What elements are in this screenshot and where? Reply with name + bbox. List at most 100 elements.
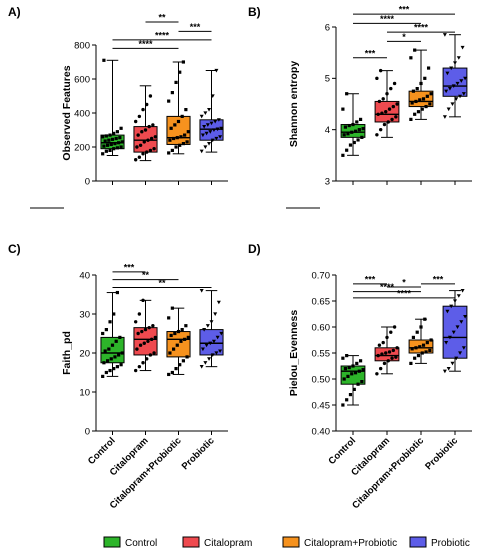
x-tick-label: Control — [86, 435, 118, 467]
data-point — [358, 117, 363, 121]
data-point — [378, 127, 383, 132]
data-point — [152, 147, 156, 151]
data-point — [346, 374, 350, 378]
data-point — [376, 353, 380, 358]
data-point — [420, 351, 424, 355]
data-point — [183, 133, 187, 137]
data-point — [384, 351, 388, 355]
data-point — [143, 327, 148, 332]
data-point — [102, 361, 106, 365]
data-point — [421, 343, 426, 347]
legend-item: Citalopram+Probiotic — [282, 536, 397, 549]
data-point — [357, 128, 361, 132]
data-point — [142, 341, 146, 345]
data-point — [168, 138, 172, 142]
data-point — [167, 151, 171, 155]
data-point — [176, 329, 181, 334]
box-citalopram-probiotic — [166, 60, 191, 155]
data-point — [360, 135, 364, 139]
y-tick-label: 0.60 — [312, 322, 331, 333]
data-point — [184, 324, 188, 328]
data-point — [173, 331, 177, 336]
legend: Control Citalopram Citalopram+Probiotic Pro… — [103, 536, 470, 549]
data-point — [410, 347, 414, 351]
data-point — [180, 328, 184, 332]
data-point — [420, 107, 424, 111]
y-axis-label: Shannon entropy — [288, 61, 300, 147]
data-point — [341, 153, 345, 157]
data-point — [380, 111, 384, 115]
y-tick-label: 3 — [325, 176, 330, 187]
data-point — [118, 136, 122, 140]
data-point — [112, 367, 116, 371]
data-point — [175, 136, 179, 140]
data-point — [137, 155, 142, 159]
data-point — [103, 349, 107, 353]
box-control — [100, 290, 125, 378]
data-point — [152, 351, 156, 355]
data-point — [145, 150, 149, 154]
y-tick-label: 800 — [74, 40, 90, 51]
data-point — [207, 108, 212, 112]
y-tick-label: 0.45 — [312, 400, 331, 411]
data-point — [205, 324, 210, 328]
data-point — [210, 138, 215, 143]
data-point — [458, 94, 463, 99]
significance-label: * — [402, 277, 406, 287]
data-point — [341, 356, 345, 360]
y-tick-label: 0 — [85, 176, 90, 187]
data-point — [342, 377, 346, 381]
data-point — [210, 353, 215, 357]
data-point — [115, 290, 120, 295]
data-point — [147, 124, 151, 129]
data-point — [355, 361, 359, 365]
data-point — [454, 356, 459, 361]
data-point — [415, 330, 419, 334]
data-point — [101, 152, 105, 156]
data-point — [347, 365, 351, 370]
data-point — [209, 121, 214, 126]
data-point — [181, 142, 186, 146]
legend-item: Citalopram — [182, 536, 252, 549]
data-point — [102, 58, 106, 62]
data-point — [353, 129, 358, 133]
data-point — [114, 136, 118, 141]
data-point — [115, 146, 120, 150]
x-tick-label: Probiotic — [180, 435, 217, 472]
data-point — [117, 353, 121, 357]
data-point — [202, 328, 207, 332]
data-point — [444, 89, 449, 94]
data-point — [199, 365, 204, 369]
data-point — [101, 135, 105, 139]
data-point — [181, 60, 186, 64]
data-point — [411, 335, 416, 339]
data-point — [345, 398, 349, 402]
data-point — [426, 66, 431, 70]
data-point — [458, 351, 463, 355]
box-control — [100, 58, 125, 156]
panel-label: D) — [248, 242, 261, 256]
data-point — [179, 339, 183, 343]
data-point — [353, 371, 358, 375]
data-point — [107, 138, 111, 142]
data-point — [356, 138, 360, 142]
data-point — [343, 367, 348, 371]
data-point — [186, 335, 190, 339]
data-point — [112, 312, 116, 316]
data-point — [377, 99, 382, 104]
data-point — [174, 367, 178, 371]
data-point — [113, 142, 117, 146]
data-point — [418, 98, 422, 102]
data-point — [133, 158, 138, 162]
data-point — [345, 92, 349, 96]
box-citalopram-probiotic — [408, 48, 434, 121]
data-point — [151, 123, 155, 127]
data-point — [173, 123, 177, 127]
data-point — [210, 94, 215, 98]
y-tick-label: 600 — [74, 74, 90, 85]
box-probiotic — [442, 33, 468, 119]
data-point — [424, 350, 428, 354]
legend-swatch — [282, 536, 300, 548]
data-point — [449, 66, 454, 71]
data-point — [218, 349, 223, 354]
